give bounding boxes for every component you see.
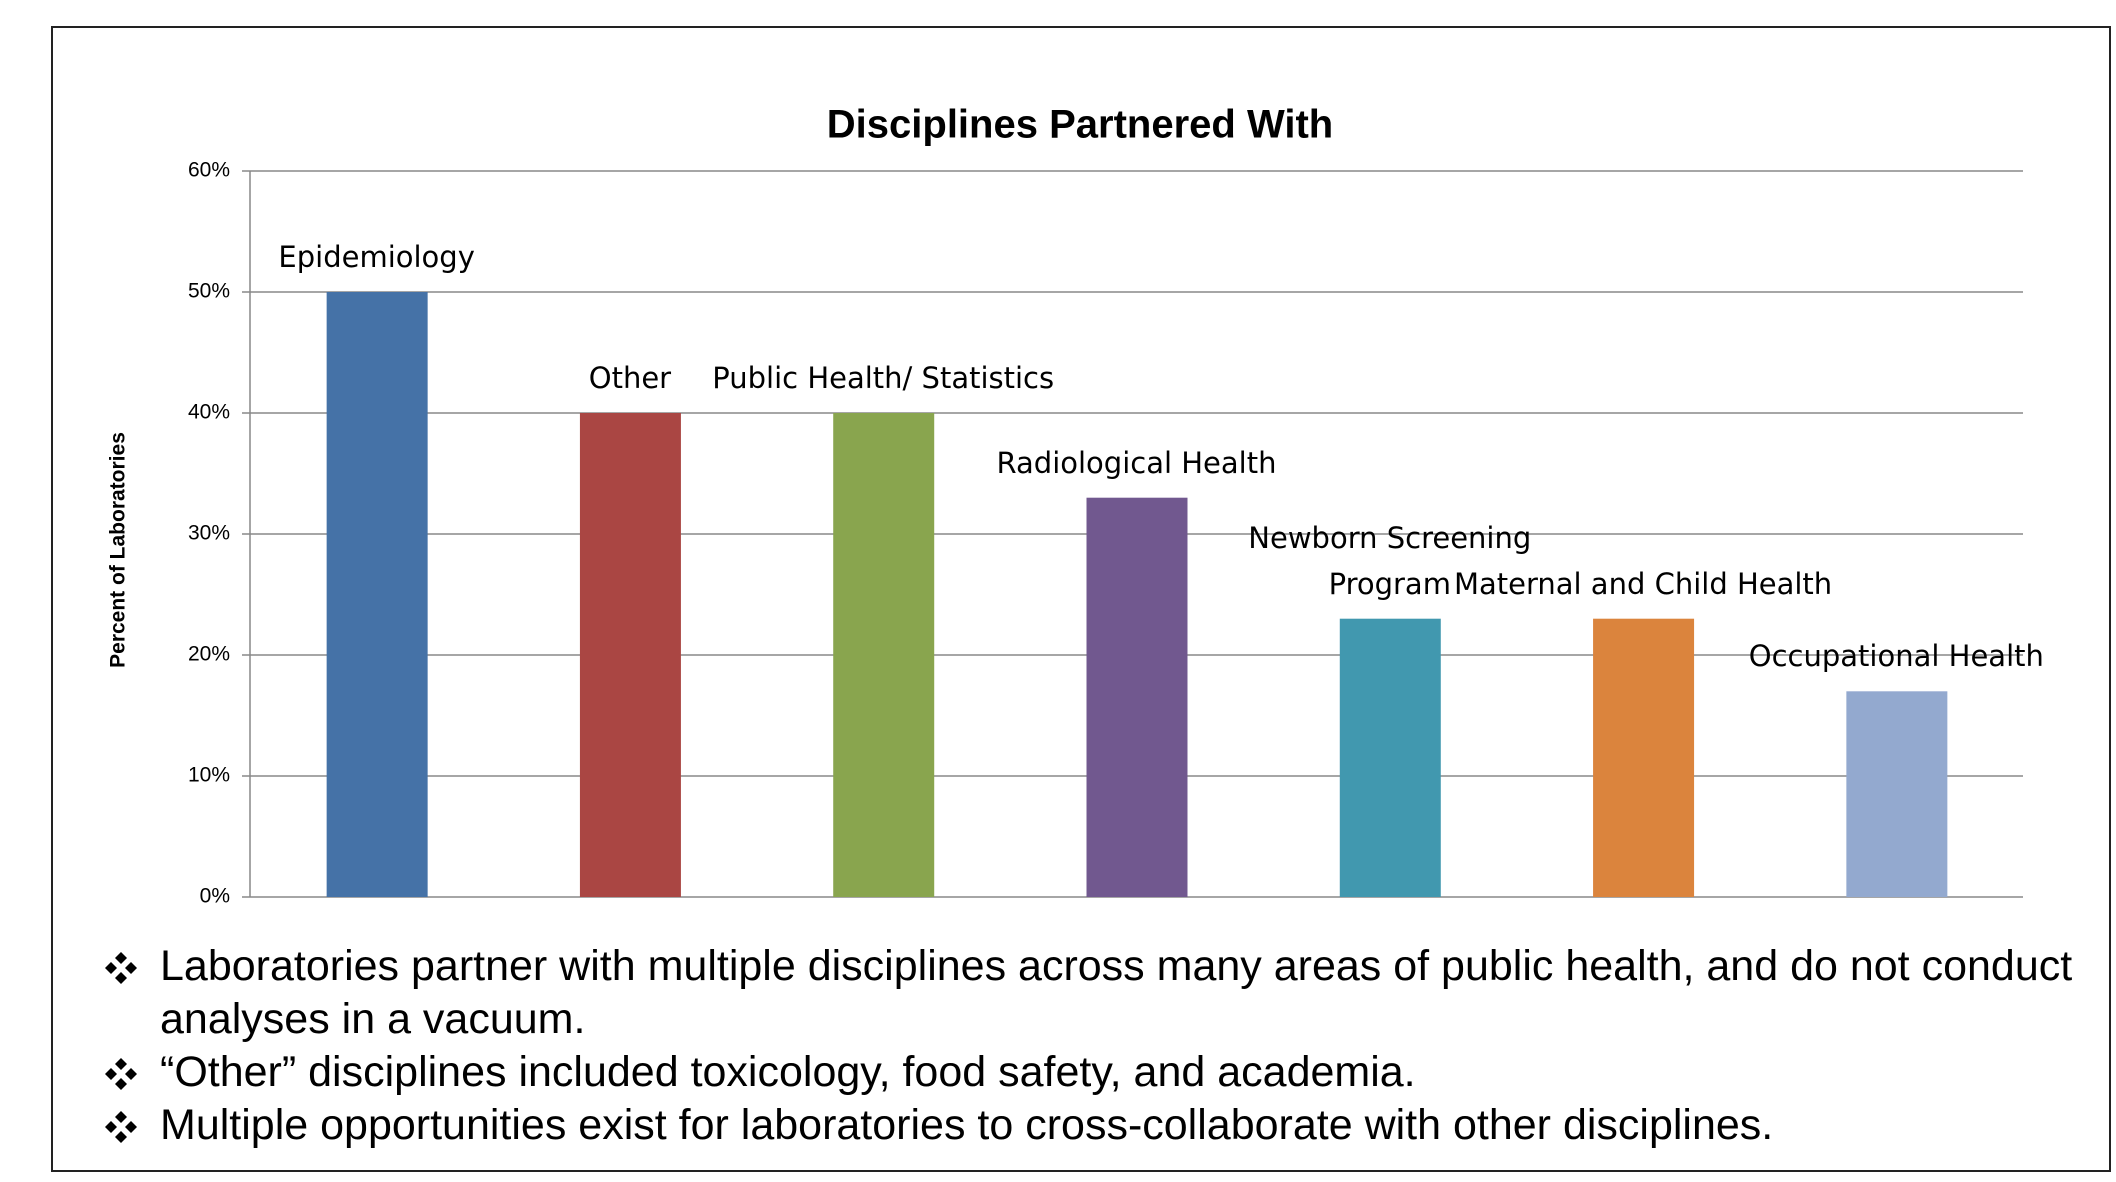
bullet-diamond: [105, 1068, 117, 1080]
bullet-icon: [105, 1111, 137, 1143]
y-tick-label: 50%: [188, 280, 230, 303]
bar-category-label: Public Health/ Statistics: [712, 361, 1055, 395]
bullet-icon: [105, 1058, 137, 1090]
bar-category-label: Newborn Screening Program: [1248, 520, 1532, 601]
bullet-diamond: [105, 962, 117, 974]
bullet-diamond: [125, 962, 137, 974]
bullet-item: Laboratories partner with multiple disci…: [105, 940, 2085, 1046]
bullet-list: Laboratories partner with multiple disci…: [105, 940, 2085, 1152]
bullet-diamond: [125, 1068, 137, 1080]
bar: [833, 413, 935, 897]
bullet-diamond: [115, 1131, 127, 1143]
bar: [326, 292, 428, 897]
bullet-icon: [105, 952, 137, 984]
bar: [1846, 691, 1948, 897]
y-tick-label: 20%: [188, 643, 230, 666]
bar: [1593, 618, 1695, 897]
bullet-diamond: [115, 1111, 127, 1123]
bullet-diamond: [115, 1078, 127, 1090]
bar-category-label: Maternal and Child Health: [1453, 566, 1833, 601]
bar: [1339, 618, 1441, 897]
slide-frame: [51, 26, 2111, 1172]
bullet-diamond: [105, 1121, 117, 1133]
y-tick-label: 10%: [188, 764, 230, 787]
bullet-item: Multiple opportunities exist for laborat…: [105, 1099, 2085, 1152]
bullet-diamond: [125, 1121, 137, 1133]
bullet-text: Multiple opportunities exist for laborat…: [160, 1101, 1774, 1149]
bar-category-label: Other: [588, 361, 672, 395]
bullet-text: Laboratories partner with multiple disci…: [160, 942, 2073, 1043]
y-axis-label: Percent of Laboratories: [107, 432, 130, 668]
y-tick-label: 60%: [188, 159, 230, 182]
bullet-text: “Other” disciplines included toxicology,…: [160, 1048, 1416, 1096]
bar: [1086, 497, 1188, 897]
bar: [579, 413, 681, 897]
y-tick-label: 40%: [188, 401, 230, 424]
y-tick-label: 30%: [188, 522, 230, 545]
bullet-item: “Other” disciplines included toxicology,…: [105, 1046, 2085, 1099]
bar-category-label: Radiological Health: [996, 445, 1277, 480]
bar-category-label: Epidemiology: [278, 240, 475, 274]
y-tick-label: 0%: [200, 885, 230, 908]
bullet-diamond: [115, 1058, 127, 1070]
chart-title: Disciplines Partnered With: [827, 103, 1333, 147]
bullet-diamond: [115, 972, 127, 984]
bullet-diamond: [115, 952, 127, 964]
bar-category-label: Occupational Health: [1748, 639, 2044, 674]
